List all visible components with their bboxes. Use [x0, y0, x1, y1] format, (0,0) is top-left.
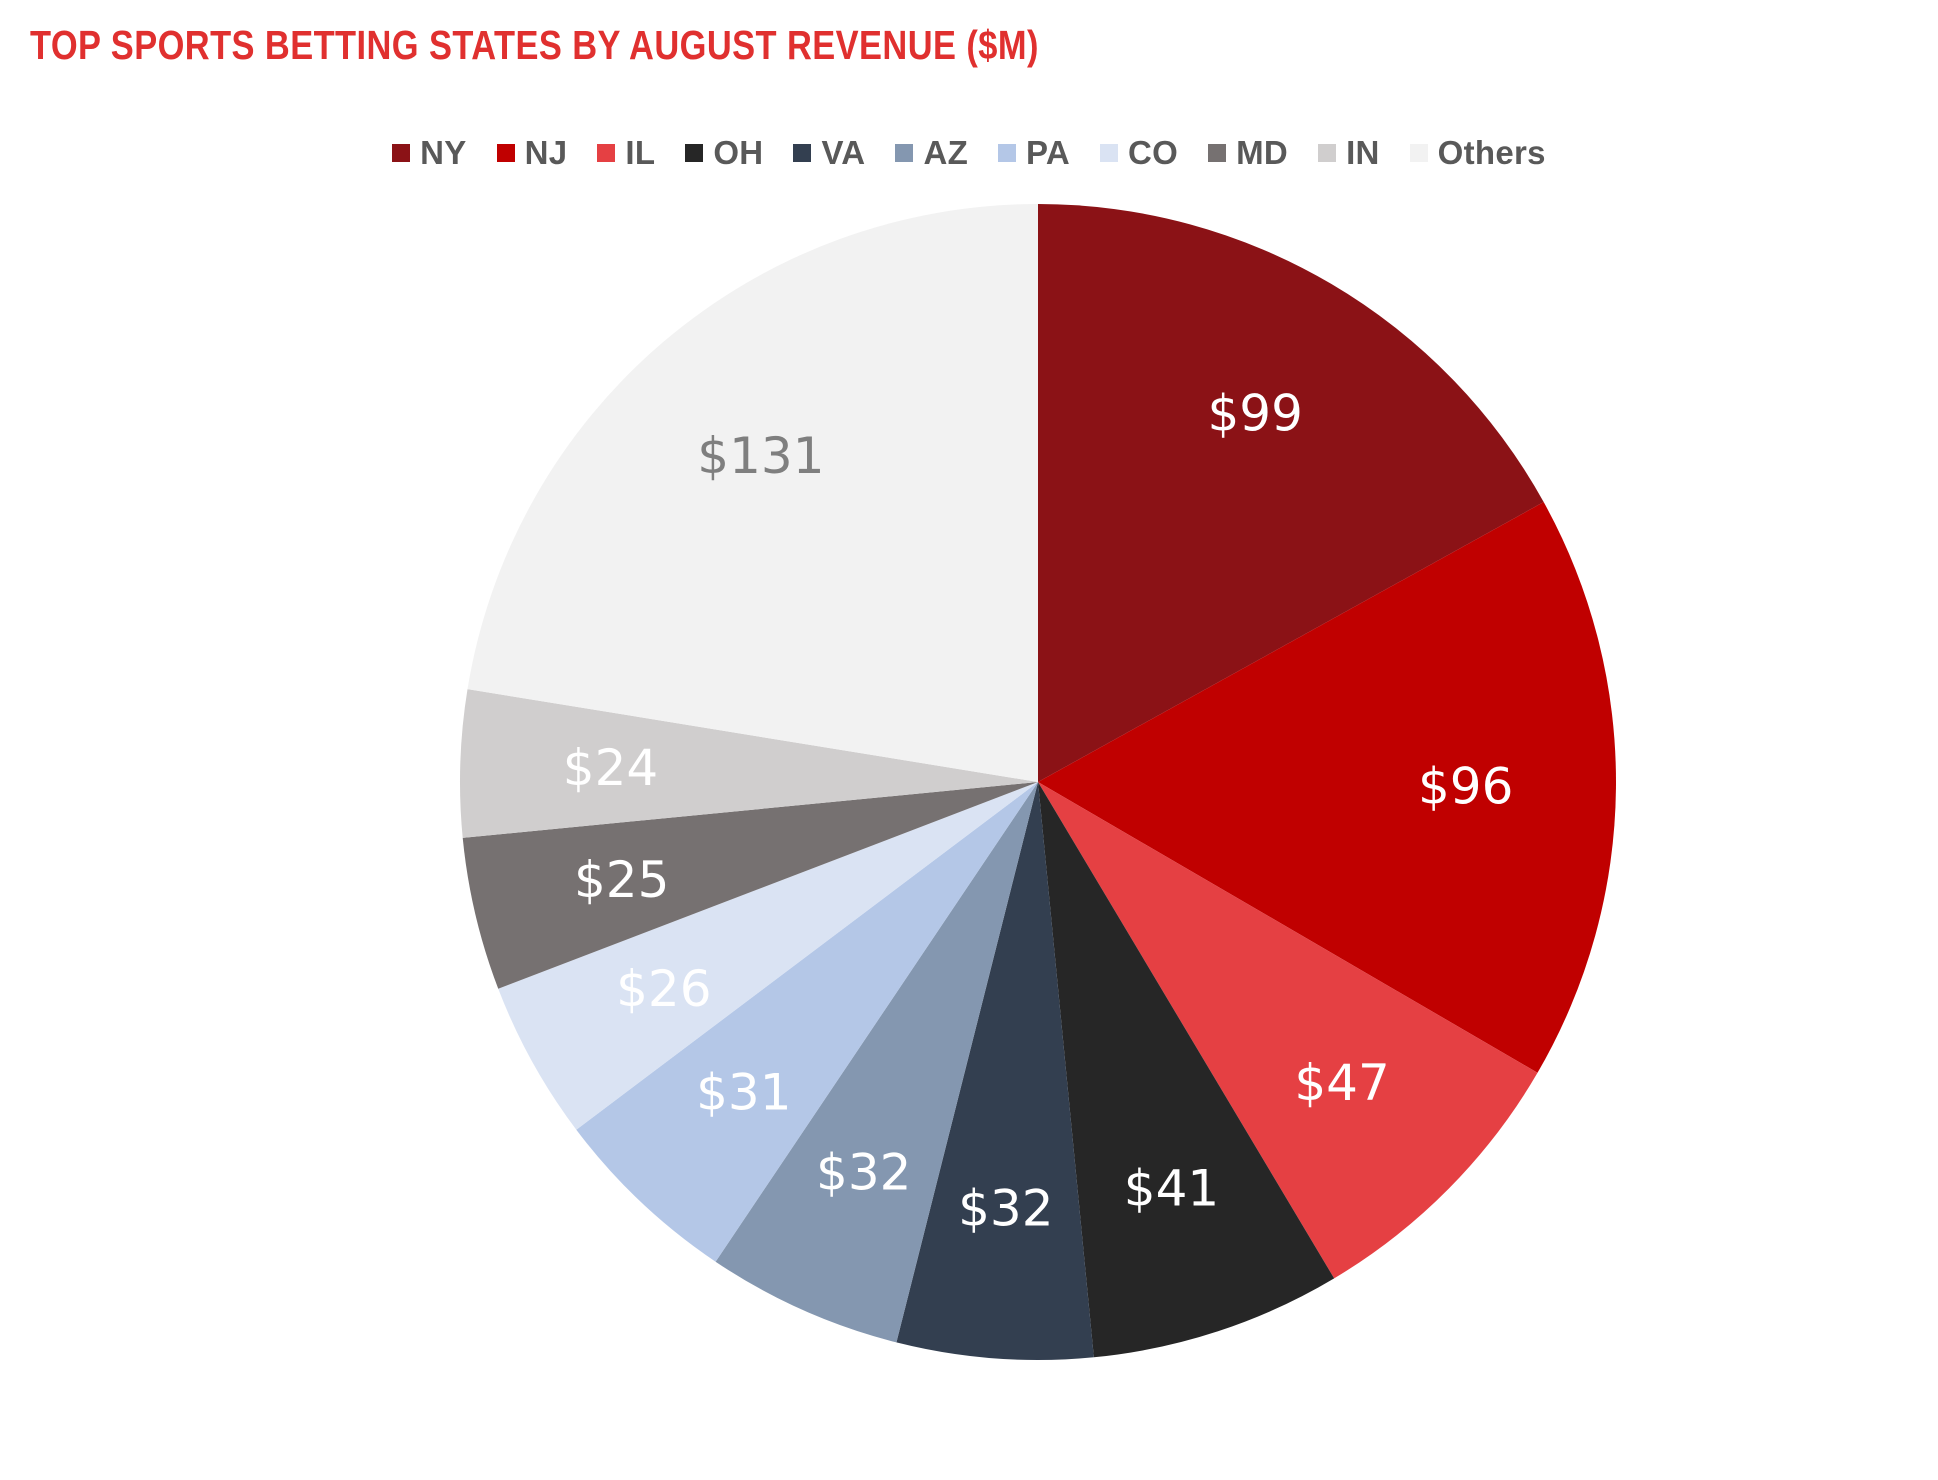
- slice-label-md: $25: [574, 851, 669, 909]
- chart-legend: NY NJ IL OH VA AZ PA CO MD IN Others: [0, 134, 1938, 172]
- pie-slice-ny: [1038, 204, 1544, 782]
- legend-item-in: IN: [1318, 134, 1380, 172]
- legend-label: IN: [1346, 134, 1380, 171]
- slice-label-az: $32: [816, 1144, 911, 1202]
- pie-slice-nj: [1038, 502, 1617, 1073]
- legend-item-others: Others: [1409, 134, 1546, 172]
- legend-item-co: CO: [1100, 134, 1178, 172]
- legend-swatch: [998, 144, 1017, 162]
- pie-slice-az: [715, 782, 1038, 1343]
- legend-label: AZ: [923, 134, 969, 171]
- pie-slice-in: [460, 689, 1039, 838]
- slice-label-il: $47: [1294, 1054, 1389, 1112]
- legend-item-az: AZ: [895, 134, 968, 172]
- pie-slice-co: [498, 782, 1039, 1130]
- slice-label-others: $131: [697, 427, 824, 485]
- legend-item-nj: NJ: [496, 134, 568, 172]
- slice-label-pa: $31: [696, 1063, 791, 1121]
- legend-label: NJ: [524, 134, 568, 171]
- slice-label-ny: $99: [1207, 385, 1302, 443]
- legend-item-ny: NY: [392, 134, 466, 172]
- legend-swatch: [895, 144, 914, 162]
- legend-label: CO: [1128, 134, 1179, 171]
- legend-swatch: [1409, 144, 1428, 162]
- legend-swatch: [1318, 144, 1337, 162]
- legend-label: NY: [420, 134, 467, 171]
- legend-item-va: VA: [793, 134, 865, 172]
- pie-slice-il: [1038, 782, 1538, 1279]
- legend-label: OH: [713, 134, 764, 171]
- legend-item-pa: PA: [998, 134, 1070, 172]
- pie-slice-md: [462, 782, 1039, 989]
- slice-label-va: $32: [958, 1180, 1053, 1238]
- legend-swatch: [1208, 144, 1227, 162]
- slice-label-in: $24: [563, 739, 658, 797]
- legend-swatch: [392, 144, 411, 162]
- legend-label: IL: [625, 134, 656, 171]
- pie-slice-va: [896, 782, 1094, 1360]
- legend-swatch: [496, 144, 515, 162]
- slice-label-oh: $41: [1124, 1159, 1219, 1217]
- legend-label: Others: [1437, 134, 1546, 171]
- legend-item-md: MD: [1208, 134, 1288, 172]
- chart-title: TOP SPORTS BETTING STATES BY AUGUST REVE…: [30, 22, 1039, 68]
- legend-item-oh: OH: [685, 134, 763, 172]
- legend-swatch: [793, 144, 812, 162]
- slice-label-co: $26: [616, 960, 711, 1018]
- legend-label: MD: [1236, 134, 1289, 171]
- legend-label: VA: [821, 134, 866, 171]
- pie-slice-pa: [576, 782, 1038, 1262]
- pie-slice-oh: [1038, 782, 1335, 1358]
- legend-label: PA: [1026, 134, 1071, 171]
- legend-swatch: [685, 144, 704, 162]
- legend-swatch: [1100, 144, 1119, 162]
- legend-swatch: [597, 144, 616, 162]
- pie-slice-others: [467, 204, 1038, 782]
- slice-label-nj: $96: [1418, 758, 1513, 816]
- legend-item-il: IL: [597, 134, 655, 172]
